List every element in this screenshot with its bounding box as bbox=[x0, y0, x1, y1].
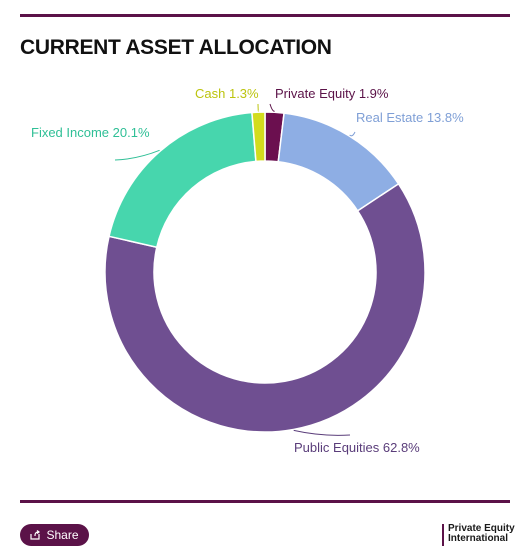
label-public-equities: Public Equities 62.8% bbox=[294, 440, 420, 455]
leader-line-private-equity bbox=[269, 103, 275, 112]
label-fixed-income: Fixed Income 20.1% bbox=[31, 125, 150, 140]
asset-allocation-donut-chart: Private Equity 1.9% Real Estate 13.8% Publ… bbox=[31, 86, 464, 455]
leader-line-fixed-income bbox=[114, 149, 160, 161]
slice-cash[interactable] bbox=[251, 111, 266, 163]
logo-line-1: Private Equity bbox=[448, 523, 515, 534]
share-button[interactable]: Share bbox=[20, 524, 89, 546]
bottom-divider bbox=[20, 500, 510, 503]
top-divider bbox=[20, 14, 510, 17]
share-icon bbox=[30, 530, 41, 540]
label-cash: Cash 1.3% bbox=[195, 86, 259, 101]
share-label: Share bbox=[46, 528, 79, 542]
pei-logo[interactable]: Private Equity International bbox=[442, 524, 515, 546]
label-real-estate: Real Estate 13.8% bbox=[356, 110, 464, 125]
label-private-equity: Private Equity 1.9% bbox=[275, 86, 389, 101]
leader-line-real-estate bbox=[349, 131, 356, 137]
logo-line-2: International bbox=[448, 533, 509, 544]
chart-title: CURRENT ASSET ALLOCATION bbox=[20, 36, 332, 59]
leader-line-public-equities bbox=[293, 429, 351, 436]
slice-public-equities[interactable] bbox=[104, 182, 426, 433]
